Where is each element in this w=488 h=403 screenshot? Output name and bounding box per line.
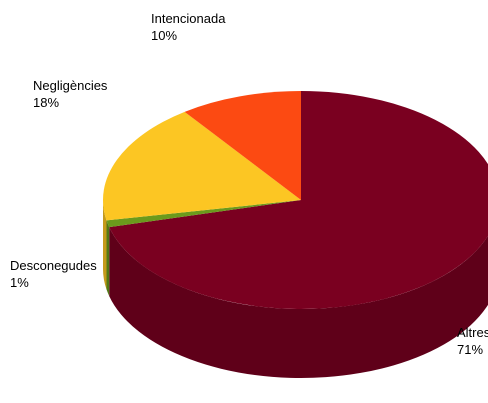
pie-slice bbox=[184, 91, 301, 200]
slice-name: Altres bbox=[457, 325, 488, 340]
slice-label-desconegudes: Desconegudes 1% bbox=[10, 257, 97, 291]
pie-side-wall bbox=[106, 220, 110, 297]
slice-percent: 18% bbox=[33, 95, 60, 110]
pie-side-wall bbox=[103, 200, 107, 290]
pie-slice bbox=[106, 200, 301, 228]
slice-name: Desconegudes bbox=[10, 258, 97, 273]
slice-percent: 10% bbox=[151, 28, 178, 43]
pie-side-wall bbox=[109, 227, 488, 378]
slice-percent: 1% bbox=[10, 275, 29, 290]
slice-label-negligencies: Negligències 18% bbox=[33, 77, 107, 111]
pie-slice bbox=[102, 111, 301, 221]
slice-name: Intencionada bbox=[151, 11, 226, 26]
slice-name: Negligències bbox=[33, 78, 108, 93]
pie-slice bbox=[109, 91, 488, 309]
slice-label-intencionada: Intencionada 10% bbox=[151, 10, 225, 44]
slice-percent: 71% bbox=[457, 342, 484, 357]
slice-label-altres: Altres 71% bbox=[457, 324, 488, 358]
